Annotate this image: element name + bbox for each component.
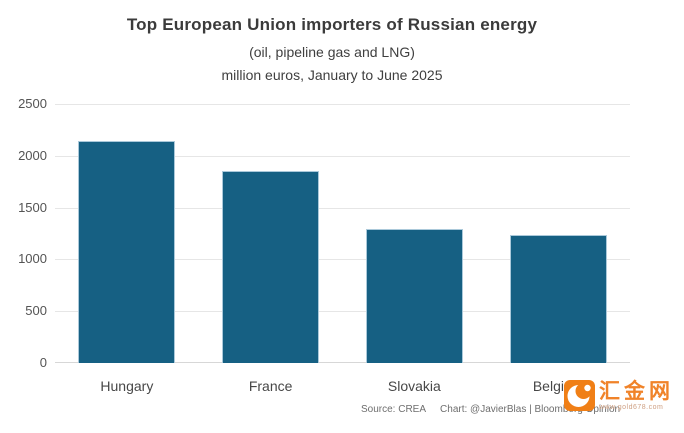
gridline-1500 [55, 207, 630, 209]
source-line: Source: CREA Chart: @JavierBlas | Bloombe… [361, 404, 620, 415]
x-tick-label-slovakia: Slovakia [387, 378, 441, 394]
bar-france [222, 170, 320, 363]
y-tick-label-0: 0 [39, 355, 47, 370]
gridline-1000 [55, 259, 630, 261]
gridline-500 [55, 311, 630, 313]
gridline-2000 [55, 155, 630, 157]
bar-belgium [509, 234, 607, 363]
y-tick-label-500: 500 [25, 303, 47, 319]
watermark: 汇金网 www.gold678.com [564, 380, 674, 411]
plot-area [55, 104, 630, 363]
watermark-brand: 汇金网 [599, 380, 674, 403]
source-label: Source: CREA [361, 404, 427, 415]
y-tick-label-1500: 1500 [18, 199, 47, 215]
bar-slovakia [365, 228, 463, 363]
chart-subtitle: (oil, pipeline gas and LNG) [249, 44, 415, 60]
y-tick-label-2500: 2500 [18, 96, 47, 111]
chart-title: Top European Union importers of Russian … [126, 15, 538, 34]
watermark-url: www.gold678.com [599, 404, 664, 411]
y-tick-label-1000: 1000 [18, 251, 47, 267]
x-tick-label-france: France [248, 378, 293, 394]
huijin-logo-icon [564, 380, 595, 411]
y-tick-label-2000: 2000 [18, 147, 47, 163]
bar-hungary [78, 141, 176, 363]
chart-units-note: million euros, January to June 2025 [221, 67, 443, 83]
chart-credit-label: Chart: @JavierBlas | Bloomberg Opinion [440, 404, 621, 415]
gridline-0 [55, 362, 630, 363]
watermark-text: 汇金网 www.gold678.com [599, 380, 674, 412]
x-tick-label-hungary: Hungary [100, 378, 154, 394]
gridline-2500 [55, 104, 630, 105]
